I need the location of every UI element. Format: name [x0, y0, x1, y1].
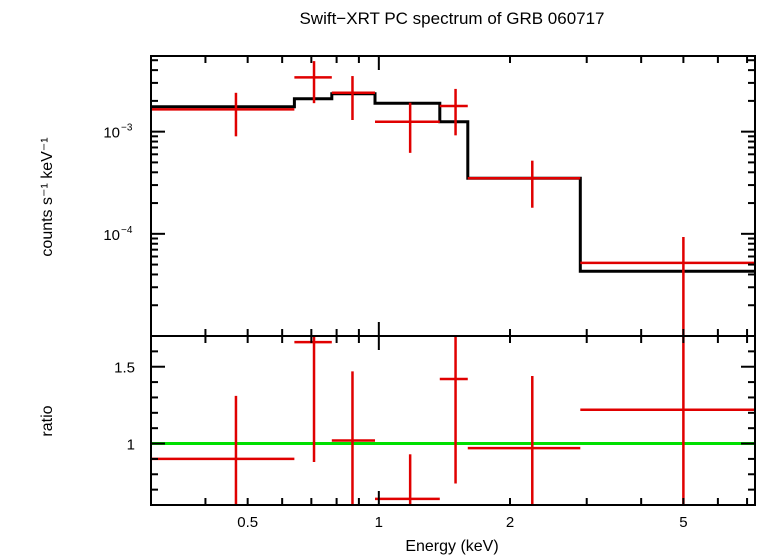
bottom-data-point-3	[375, 454, 440, 505]
top-y-tick-label-base: 10	[103, 125, 120, 142]
top-data-point-5	[467, 160, 581, 208]
bottom-data-point-2	[331, 371, 376, 505]
top-data-point-2	[331, 76, 376, 121]
bottom-data-point-1	[294, 336, 332, 462]
top-y-axis-label: counts s⁻¹ keV⁻¹	[39, 137, 56, 256]
bottom-data-point-5	[467, 375, 581, 505]
top-data-point-0	[151, 92, 295, 137]
bottom-y-axis-label: ratio	[39, 405, 56, 436]
x-tick-label-1: 1	[375, 514, 383, 531]
top-data-point-4	[439, 88, 468, 136]
x-tick-label-2: 2	[506, 514, 514, 531]
top-data-point-6	[580, 237, 755, 336]
bottom-y-tick-label-0: 1.5	[114, 360, 135, 377]
top-data-point-1	[294, 61, 332, 104]
top-y-tick-label-base: 10	[103, 227, 120, 244]
model-histogram	[151, 92, 755, 273]
bottom-plot-area	[151, 336, 755, 505]
bottom-data-point-4	[439, 336, 468, 484]
x-axis-label: Energy (keV)	[405, 538, 498, 555]
x-tick-label-3: 5	[679, 514, 687, 531]
top-y-tick-label-exp: −3	[121, 123, 133, 134]
bottom-panel-frame	[150, 335, 756, 506]
svg-text:ratio: ratio	[39, 405, 56, 436]
bottom-data-point-6	[580, 336, 755, 505]
svg-text:counts s⁻¹ keV⁻¹: counts s⁻¹ keV⁻¹	[39, 137, 56, 256]
x-tick-label-0: 0.5	[237, 514, 258, 531]
top-y-tick-label-exp: −4	[121, 225, 133, 236]
top-panel-frame	[150, 55, 756, 337]
chart-title: Swift−XRT PC spectrum of GRB 060717	[299, 9, 604, 28]
top-data-point-3	[375, 102, 440, 153]
top-plot-area	[151, 61, 755, 336]
top-y-tick-label-1: 10 −4	[103, 225, 133, 244]
top-y-tick-label-0: 10 −3	[103, 123, 133, 142]
bottom-y-tick-label-1: 1	[127, 437, 135, 454]
bottom-data-point-0	[151, 395, 295, 505]
